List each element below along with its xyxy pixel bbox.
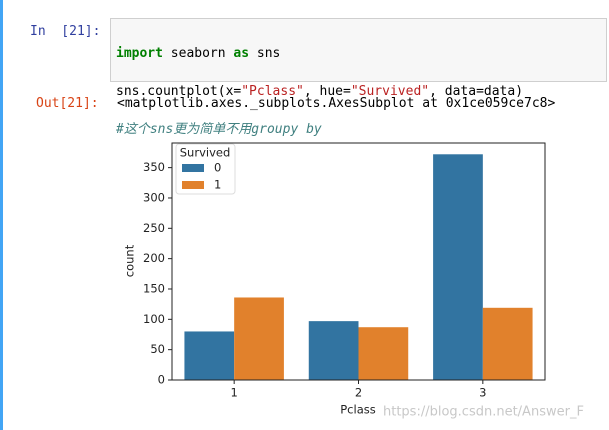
x-tick-label: 1 (231, 386, 238, 400)
y-tick-label: 0 (158, 373, 165, 387)
code-line: sns.countplot(x="Pclass", hue="Survived"… (116, 82, 601, 101)
code-token: "Survived" (350, 84, 430, 99)
bar (482, 307, 533, 380)
code-token: , data=data) (429, 84, 524, 99)
legend-label: 0 (214, 161, 221, 175)
y-tick-label: 100 (143, 312, 165, 326)
legend-swatch (182, 181, 204, 189)
code-token: "Pclass" (241, 84, 304, 99)
x-axis-label: Pclass (340, 403, 375, 417)
x-tick-label: 3 (479, 386, 486, 400)
y-tick-label: 200 (143, 251, 165, 265)
y-axis-label: count (123, 244, 137, 277)
code-comment: #这个sns更为简单不用groupy by (116, 122, 322, 137)
y-tick-label: 350 (143, 160, 165, 174)
legend-title: Survived (180, 146, 231, 160)
cell-selection-bar (0, 0, 3, 430)
code-line: #这个sns更为简单不用groupy by (116, 120, 601, 139)
watermark: https://blog.csdn.net/Answer_F (383, 405, 584, 420)
code-input[interactable]: import seaborn as sns sns.countplot(x="P… (110, 18, 607, 137)
bar (308, 321, 359, 380)
axes-frame (171, 142, 546, 381)
bar (234, 297, 284, 380)
output-text: <matplotlib.axes._subplots.AxesSubplot a… (117, 96, 556, 111)
code-token: import (116, 46, 163, 61)
x-tick-label: 2 (355, 386, 362, 400)
bar (358, 327, 409, 380)
y-tick-label: 300 (143, 190, 165, 204)
code-token: seaborn (162, 46, 234, 61)
bar (433, 154, 483, 380)
code-token: sns (249, 46, 281, 61)
legend-label: 1 (214, 178, 221, 192)
y-tick-label: 50 (150, 342, 165, 356)
output-prompt: Out[21]: (36, 96, 99, 111)
code-token: , hue= (303, 84, 351, 99)
y-tick-label: 250 (143, 221, 165, 235)
input-prompt: In [21]: (30, 24, 101, 39)
y-tick-label: 150 (143, 281, 165, 295)
bar (184, 331, 235, 380)
legend-swatch (182, 164, 204, 172)
code-token: sns.countplot(x= (116, 84, 242, 99)
code-line: import seaborn as sns (116, 44, 601, 63)
code-token: as (233, 46, 250, 61)
